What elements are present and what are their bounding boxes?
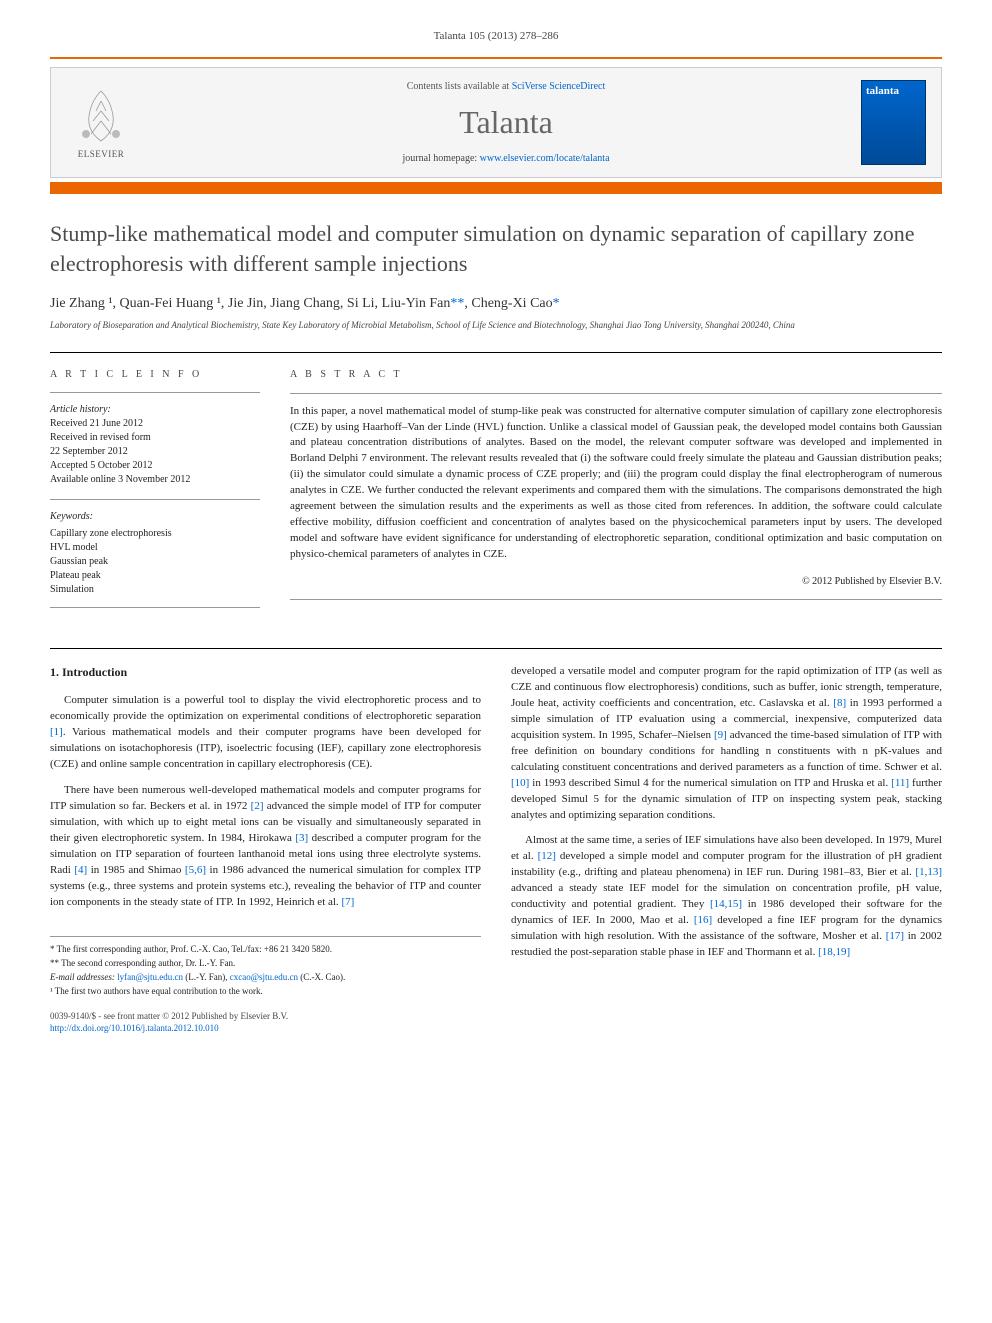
- header-citation: Talanta 105 (2013) 278–286: [50, 30, 942, 42]
- history-revised-date: 22 September 2012: [50, 445, 260, 459]
- footnotes: * The first corresponding author, Prof. …: [50, 936, 481, 998]
- article-title: Stump-like mathematical model and comput…: [50, 219, 942, 278]
- paragraph: There have been numerous well-developed …: [50, 783, 481, 911]
- article-info-label: A R T I C L E I N F O: [50, 368, 260, 382]
- elsevier-logo: ELSEVIER: [66, 80, 136, 165]
- ref-link[interactable]: [10]: [511, 777, 529, 789]
- ref-link[interactable]: [18,19]: [818, 946, 850, 958]
- divider-orange-thick: [50, 182, 942, 194]
- homepage-line: journal homepage: www.elsevier.com/locat…: [151, 153, 861, 164]
- ref-link[interactable]: [14,15]: [710, 898, 742, 910]
- divider-black: [50, 352, 942, 353]
- divider-orange-thin: [50, 57, 942, 59]
- footnote: ** The second corresponding author, Dr. …: [50, 957, 481, 969]
- contents-available: Contents lists available at SciVerse Sci…: [151, 81, 861, 92]
- keyword: Simulation: [50, 583, 260, 597]
- authors: Jie Zhang ¹, Quan-Fei Huang ¹, Jie Jin, …: [50, 296, 942, 312]
- journal-header: ELSEVIER Contents lists available at Sci…: [50, 67, 942, 178]
- ref-link[interactable]: [17]: [886, 930, 904, 942]
- history-label: Article history:: [50, 403, 260, 417]
- elsevier-label: ELSEVIER: [78, 149, 125, 159]
- article-info-column: A R T I C L E I N F O Article history: R…: [50, 368, 260, 618]
- history-online: Available online 3 November 2012: [50, 473, 260, 487]
- homepage-link[interactable]: www.elsevier.com/locate/talanta: [480, 153, 610, 164]
- body-column-right: developed a versatile model and computer…: [511, 664, 942, 1035]
- body-column-left: 1. Introduction Computer simulation is a…: [50, 664, 481, 1035]
- section-heading: 1. Introduction: [50, 664, 481, 681]
- keyword: Gaussian peak: [50, 555, 260, 569]
- abstract-text: In this paper, a novel mathematical mode…: [290, 404, 942, 563]
- doi-link[interactable]: http://dx.doi.org/10.1016/j.talanta.2012…: [50, 1023, 481, 1035]
- paragraph: Computer simulation is a powerful tool t…: [50, 693, 481, 773]
- divider-black: [50, 648, 942, 649]
- ref-link[interactable]: [1]: [50, 726, 63, 738]
- ref-link[interactable]: [8]: [833, 697, 846, 709]
- history-received: Received 21 June 2012: [50, 417, 260, 431]
- affiliation: Laboratory of Bioseparation and Analytic…: [50, 320, 942, 332]
- ref-link[interactable]: [2]: [251, 800, 264, 812]
- keyword: Plateau peak: [50, 569, 260, 583]
- email-link[interactable]: lyfan@sjtu.edu.cn: [117, 972, 183, 982]
- ref-link[interactable]: [3]: [295, 832, 308, 844]
- keywords-label: Keywords:: [50, 510, 260, 524]
- elsevier-tree-icon: [71, 86, 131, 146]
- keyword: HVL model: [50, 541, 260, 555]
- ref-link[interactable]: [1,13]: [915, 866, 942, 878]
- footnote: ¹ The first two authors have equal contr…: [50, 985, 481, 997]
- email-link[interactable]: cxcao@sjtu.edu.cn: [230, 972, 298, 982]
- journal-cover-thumbnail: talanta: [861, 80, 926, 165]
- abstract-column: A B S T R A C T In this paper, a novel m…: [290, 368, 942, 618]
- cover-title: talanta: [866, 85, 921, 97]
- abstract-label: A B S T R A C T: [290, 368, 942, 383]
- history-accepted: Accepted 5 October 2012: [50, 459, 260, 473]
- ref-link[interactable]: [5,6]: [185, 864, 206, 876]
- ref-link[interactable]: [12]: [538, 850, 556, 862]
- footnote: * The first corresponding author, Prof. …: [50, 943, 481, 955]
- ref-link[interactable]: [16]: [694, 914, 712, 926]
- ref-link[interactable]: [9]: [714, 729, 727, 741]
- paragraph: Almost at the same time, a series of IEF…: [511, 833, 942, 961]
- footnote: E-mail addresses: lyfan@sjtu.edu.cn (L.-…: [50, 971, 481, 983]
- journal-name: Talanta: [151, 104, 861, 141]
- corr-marker-1: *: [553, 296, 560, 311]
- sciverse-link[interactable]: SciVerse ScienceDirect: [512, 81, 606, 92]
- keyword: Capillary zone electrophoresis: [50, 527, 260, 541]
- ref-link[interactable]: [4]: [74, 864, 87, 876]
- corr-marker-2: **: [450, 296, 464, 311]
- copyright: © 2012 Published by Elsevier B.V.: [290, 575, 942, 590]
- paragraph: developed a versatile model and computer…: [511, 664, 942, 823]
- ref-link[interactable]: [11]: [891, 777, 909, 789]
- copyright-footer: 0039-9140/$ - see front matter © 2012 Pu…: [50, 1011, 481, 1023]
- footer: 0039-9140/$ - see front matter © 2012 Pu…: [50, 1011, 481, 1034]
- history-revised-label: Received in revised form: [50, 431, 260, 445]
- ref-link[interactable]: [7]: [341, 896, 354, 908]
